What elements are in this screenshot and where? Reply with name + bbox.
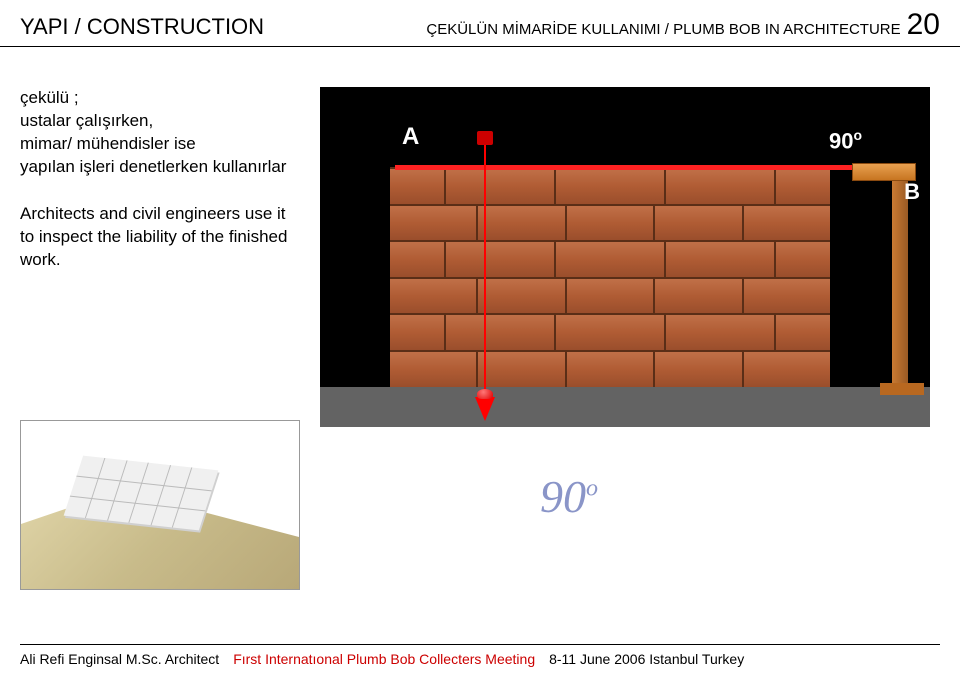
page-footer: Ali Refi Enginsal M.Sc. Architect Fırst …: [20, 644, 940, 667]
plumb-line: [484, 132, 486, 400]
text-column: çekülü ; ustalar çalışırken, mimar/ mühe…: [20, 87, 300, 427]
label-a: A: [402, 123, 419, 151]
angle-big-label: 90o: [540, 470, 598, 523]
wall-diagram: A 90o B: [320, 87, 930, 427]
floor-surface: [320, 387, 930, 427]
level-foot: [880, 383, 924, 395]
page-number: 20: [907, 8, 940, 42]
paragraph-turkish: çekülü ; ustalar çalışırken, mimar/ mühe…: [20, 87, 300, 179]
level-stand: [892, 177, 908, 387]
footer-event: Fırst Internatıonal Plumb Bob Collecters…: [233, 651, 535, 667]
header-left-title: YAPI / CONSTRUCTION: [20, 14, 264, 40]
plumb-bob-icon: [475, 397, 495, 421]
level-bar: [395, 165, 885, 170]
header-subtitle: ÇEKÜLÜN MİMARİDE KULLANIMI / PLUMB BOB I…: [426, 21, 900, 38]
angle-top-value: 90: [829, 128, 853, 153]
small-3d-render: [20, 420, 300, 590]
header-right-title: ÇEKÜLÜN MİMARİDE KULLANIMI / PLUMB BOB I…: [426, 8, 940, 42]
label-90-top: 90o: [829, 127, 862, 154]
paragraph-english: Architects and civil engineers use it to…: [20, 203, 300, 272]
footer-author: Ali Refi Enginsal M.Sc. Architect: [20, 651, 219, 667]
footer-date: 8-11 June 2006 Istanbul Turkey: [549, 651, 744, 667]
content-area: çekülü ; ustalar çalışırken, mimar/ mühe…: [0, 47, 960, 427]
angle-big-value: 90: [540, 471, 586, 522]
plumb-top-holder: [477, 131, 493, 145]
page-header: YAPI / CONSTRUCTION ÇEKÜLÜN MİMARİDE KUL…: [0, 0, 960, 47]
angle-top-unit: o: [853, 127, 862, 143]
diagram-column: A 90o B: [320, 87, 940, 427]
angle-big-unit: o: [586, 476, 598, 502]
brick-wall: [390, 167, 830, 387]
label-b: B: [904, 179, 920, 205]
